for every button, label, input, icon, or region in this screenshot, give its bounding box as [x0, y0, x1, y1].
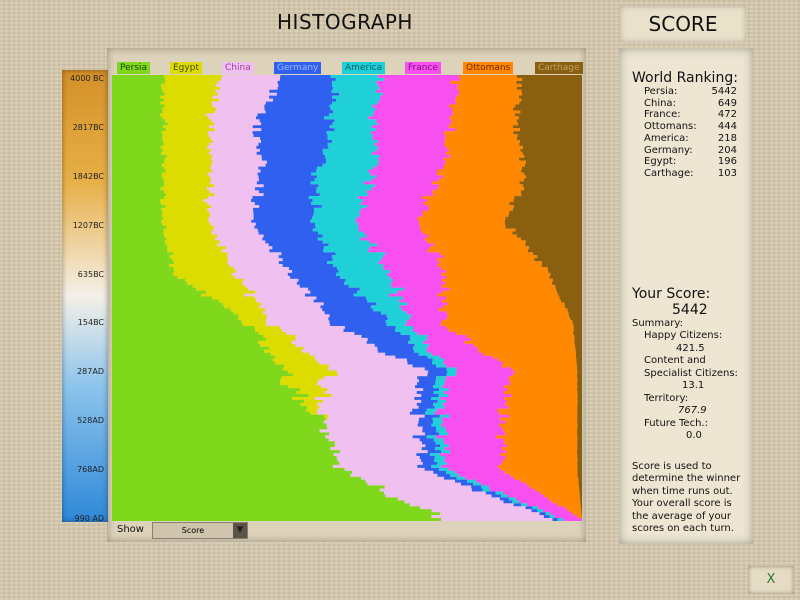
ranking-civ: Ottomans:: [644, 121, 697, 133]
area-egypt: [159, 75, 442, 521]
ranking-row: Persia: 5442: [632, 86, 743, 98]
legend-ottomans: Ottomans: [463, 62, 514, 74]
time-tick: 990 AD: [74, 514, 104, 523]
ranking-score: 204: [717, 144, 737, 156]
ranking-row: Carthage: 103: [632, 168, 743, 180]
score-note: Score is used to determine the winner wh…: [632, 460, 741, 535]
time-axis: 4000 BC 2817BC 1842BC 1207BC 635BC 154BC 287AD…: [62, 70, 108, 523]
ranking-score: 196: [717, 156, 737, 168]
legend-egypt: Egypt: [170, 62, 202, 74]
legend-america: America: [342, 62, 386, 74]
area-persia: [112, 75, 442, 521]
future-tech-label: Future Tech.:: [644, 417, 708, 429]
ranking-civ: China:: [644, 97, 676, 109]
legend-persia: Persia: [117, 62, 151, 74]
ranking-row: Egypt: 196: [632, 156, 743, 168]
close-button[interactable]: X: [748, 566, 794, 594]
show-dropdown[interactable]: Score ▼: [152, 522, 248, 539]
close-icon: X: [766, 572, 776, 587]
your-score-value: 5442: [672, 301, 708, 318]
time-tick: 4000 BC: [70, 74, 104, 83]
show-dropdown-value: Score: [181, 526, 205, 535]
legend-china: China: [222, 62, 254, 74]
legend-carthage: Carthage: [535, 62, 583, 74]
time-tick: 1842BC: [72, 171, 104, 181]
area-america: [308, 75, 563, 521]
ranking-row: Ottomans: 444: [632, 121, 743, 133]
content-value: 13.1: [682, 380, 705, 392]
ranking-score: 444: [717, 121, 737, 133]
ranking-score: 472: [717, 109, 737, 121]
ranking-row: Germany: 204: [632, 145, 743, 157]
happy-label: Happy Citizens:: [644, 330, 723, 342]
ranking-civ: Carthage:: [644, 167, 694, 179]
time-tick: 768AD: [77, 465, 104, 475]
time-tick: 1207BC: [72, 220, 104, 230]
ranking-civ: France:: [644, 109, 681, 121]
ranking-civ: America:: [644, 132, 689, 144]
content-label: Content and: [644, 355, 706, 367]
histograph-chart: [112, 75, 582, 521]
territory-label: Territory:: [644, 392, 689, 404]
time-tick: 528AD: [77, 416, 104, 426]
ranking-title: World Ranking:: [632, 70, 738, 86]
ranking-row: China: 649: [632, 98, 743, 110]
ranking-score: 218: [717, 132, 737, 144]
your-score-title: Your Score:: [632, 285, 711, 302]
area-carthage: [504, 75, 582, 521]
ranking-score: 649: [717, 97, 737, 109]
future-tech-value: 0.0: [686, 430, 702, 442]
score-panel: World Ranking: Persia: 5442 China: 649 Franc…: [619, 48, 753, 544]
ranking-score: 103: [717, 167, 737, 179]
area-france: [355, 75, 582, 521]
ranking-civ: Persia:: [644, 86, 678, 97]
time-tick: 635BC: [77, 269, 104, 279]
ranking-row: America: 218: [632, 133, 743, 145]
summary-label: Summary:: [632, 317, 683, 329]
time-tick: 154BC: [77, 318, 104, 328]
chevron-down-icon[interactable]: ▼: [233, 523, 247, 538]
legend-france: France: [405, 62, 441, 74]
ranking-list: Persia: 5442 China: 649 France: 472 Ottomans: 4…: [632, 86, 743, 180]
score-tab[interactable]: SCORE: [620, 6, 746, 42]
happy-value: 421.5: [676, 342, 705, 354]
legend: Persia Egypt China Germany America France Otto…: [112, 62, 583, 75]
ranking-civ: Egypt:: [644, 156, 677, 168]
territory-value: 767.9: [678, 405, 707, 417]
time-tick: 2817BC: [72, 122, 104, 132]
show-label: Show: [117, 524, 144, 535]
ranking-civ: Germany:: [644, 144, 693, 156]
legend-germany: Germany: [274, 62, 322, 74]
ranking-row: France: 472: [632, 109, 743, 121]
specialist-label: Specialist Citizens:: [644, 367, 738, 379]
page-title: HISTOGRAPH: [277, 10, 413, 34]
area-ottomans: [417, 75, 582, 521]
area-germany: [251, 75, 558, 521]
time-tick: 287AD: [77, 367, 104, 377]
ranking-score: 5442: [711, 86, 737, 97]
area-china: [203, 75, 553, 521]
